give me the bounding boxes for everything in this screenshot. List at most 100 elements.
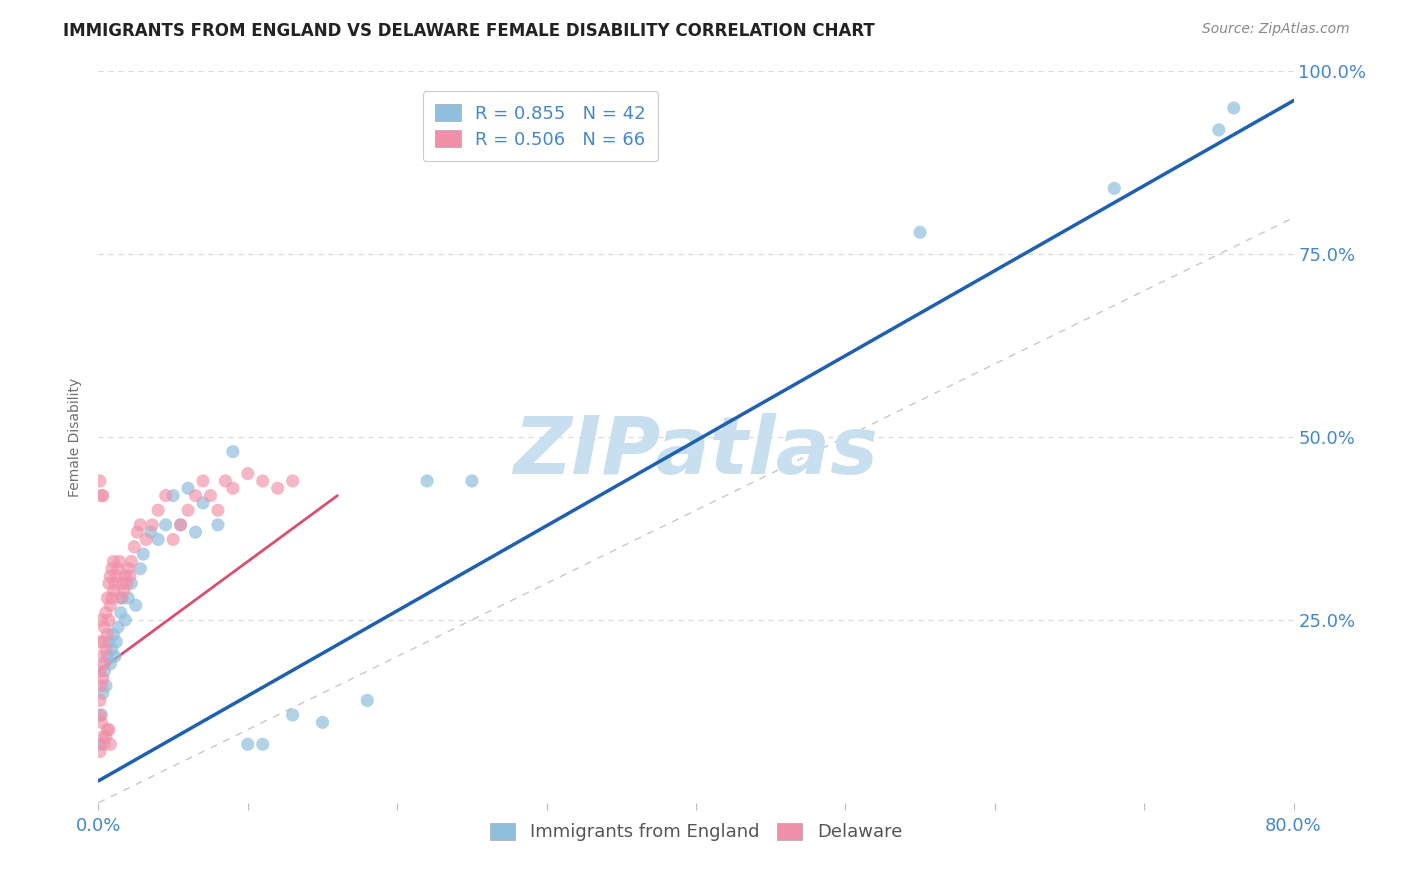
Point — [111, 591, 134, 605]
Point — [1223, 101, 1246, 115]
Point — [97, 723, 120, 737]
Point — [105, 635, 128, 649]
Point — [96, 591, 118, 605]
Point — [93, 737, 115, 751]
Point — [120, 554, 142, 568]
Point — [101, 562, 124, 576]
Point — [127, 525, 149, 540]
Point — [191, 474, 214, 488]
Point — [118, 569, 141, 583]
Point — [117, 591, 139, 605]
Point — [177, 503, 200, 517]
Point — [93, 664, 115, 678]
Point — [104, 576, 127, 591]
Point — [169, 517, 191, 532]
Point — [93, 657, 115, 671]
Point — [108, 554, 131, 568]
Point — [90, 613, 112, 627]
Text: ZIPatlas: ZIPatlas — [513, 413, 879, 491]
Point — [96, 723, 118, 737]
Point — [236, 467, 259, 481]
Point — [112, 583, 135, 598]
Point — [356, 693, 378, 707]
Point — [416, 474, 439, 488]
Point — [98, 657, 122, 671]
Point — [281, 474, 304, 488]
Point — [90, 649, 112, 664]
Point — [135, 533, 157, 547]
Point — [311, 715, 333, 730]
Point — [111, 576, 134, 591]
Point — [110, 591, 132, 605]
Point — [104, 649, 127, 664]
Point — [200, 489, 222, 503]
Point — [91, 635, 114, 649]
Point — [141, 517, 163, 532]
Point — [97, 576, 120, 591]
Point — [110, 606, 132, 620]
Point — [107, 620, 129, 634]
Point — [155, 489, 177, 503]
Point — [124, 540, 146, 554]
Point — [184, 525, 207, 540]
Point — [184, 489, 207, 503]
Point — [91, 686, 114, 700]
Point — [89, 635, 111, 649]
Point — [207, 517, 229, 532]
Point — [94, 730, 117, 744]
Point — [91, 730, 114, 744]
Point — [93, 620, 115, 634]
Point — [101, 591, 124, 605]
Point — [89, 708, 111, 723]
Point — [169, 517, 191, 532]
Point — [89, 664, 111, 678]
Point — [98, 599, 122, 613]
Point — [107, 562, 129, 576]
Point — [120, 576, 142, 591]
Point — [1208, 123, 1230, 137]
Point — [96, 649, 118, 664]
Point — [90, 679, 112, 693]
Point — [97, 613, 120, 627]
Point — [98, 737, 122, 751]
Point — [252, 474, 274, 488]
Point — [252, 737, 274, 751]
Point — [89, 693, 111, 707]
Point — [101, 642, 124, 657]
Point — [96, 627, 118, 641]
Point — [129, 517, 152, 532]
Point — [132, 547, 155, 561]
Point — [89, 474, 111, 488]
Point — [90, 715, 112, 730]
Point — [98, 569, 122, 583]
Point — [129, 562, 152, 576]
Point — [207, 503, 229, 517]
Text: IMMIGRANTS FROM ENGLAND VS DELAWARE FEMALE DISABILITY CORRELATION CHART: IMMIGRANTS FROM ENGLAND VS DELAWARE FEMA… — [63, 22, 875, 40]
Point — [162, 533, 184, 547]
Point — [94, 606, 117, 620]
Point — [125, 599, 148, 613]
Point — [114, 613, 136, 627]
Point — [1104, 181, 1126, 195]
Point — [148, 503, 170, 517]
Y-axis label: Female Disability: Female Disability — [69, 377, 83, 497]
Point — [91, 489, 114, 503]
Point — [90, 489, 112, 503]
Point — [281, 708, 304, 723]
Point — [105, 569, 128, 583]
Point — [103, 583, 125, 598]
Point — [148, 533, 170, 547]
Point — [97, 635, 120, 649]
Point — [139, 525, 162, 540]
Point — [94, 679, 117, 693]
Point — [89, 737, 111, 751]
Point — [236, 737, 259, 751]
Point — [91, 672, 114, 686]
Point — [103, 554, 125, 568]
Point — [191, 496, 214, 510]
Legend: Immigrants from England, Delaware: Immigrants from England, Delaware — [482, 815, 910, 848]
Point — [115, 576, 138, 591]
Point — [461, 474, 484, 488]
Point — [162, 489, 184, 503]
Point — [908, 225, 931, 239]
